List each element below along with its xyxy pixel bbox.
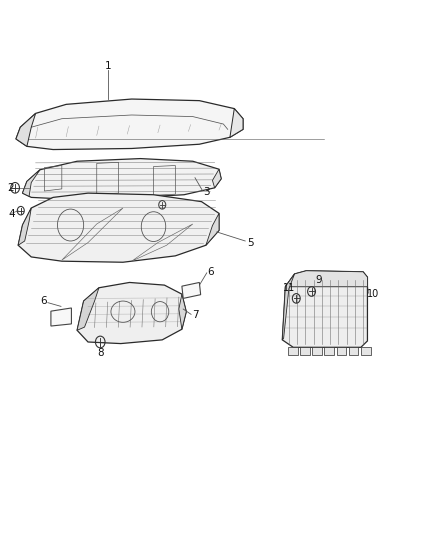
Polygon shape <box>16 114 35 147</box>
Text: 7: 7 <box>192 310 199 320</box>
Polygon shape <box>51 308 71 326</box>
Polygon shape <box>77 288 99 330</box>
Polygon shape <box>325 348 334 356</box>
Polygon shape <box>336 348 346 356</box>
Polygon shape <box>230 109 243 138</box>
Polygon shape <box>212 169 221 188</box>
Polygon shape <box>283 274 294 340</box>
Polygon shape <box>77 282 186 344</box>
Polygon shape <box>182 282 201 298</box>
Text: 4: 4 <box>8 209 15 220</box>
Text: 9: 9 <box>315 276 322 285</box>
Text: 6: 6 <box>40 296 47 306</box>
Polygon shape <box>18 208 31 245</box>
Polygon shape <box>16 99 243 150</box>
Polygon shape <box>206 213 219 245</box>
Polygon shape <box>288 348 297 356</box>
Text: 10: 10 <box>367 289 379 299</box>
Text: 1: 1 <box>104 61 111 70</box>
Polygon shape <box>312 348 322 356</box>
Polygon shape <box>361 348 371 356</box>
Polygon shape <box>283 271 367 348</box>
Polygon shape <box>286 271 367 287</box>
Text: 5: 5 <box>247 238 254 247</box>
Polygon shape <box>18 193 219 262</box>
Text: 2: 2 <box>7 183 14 193</box>
Text: 6: 6 <box>207 267 214 277</box>
Polygon shape <box>22 169 40 196</box>
Polygon shape <box>349 348 358 356</box>
Polygon shape <box>300 348 310 356</box>
Polygon shape <box>179 294 186 329</box>
Polygon shape <box>22 159 221 198</box>
Text: 8: 8 <box>97 348 103 358</box>
Text: 11: 11 <box>283 283 295 293</box>
Text: 3: 3 <box>204 187 210 197</box>
